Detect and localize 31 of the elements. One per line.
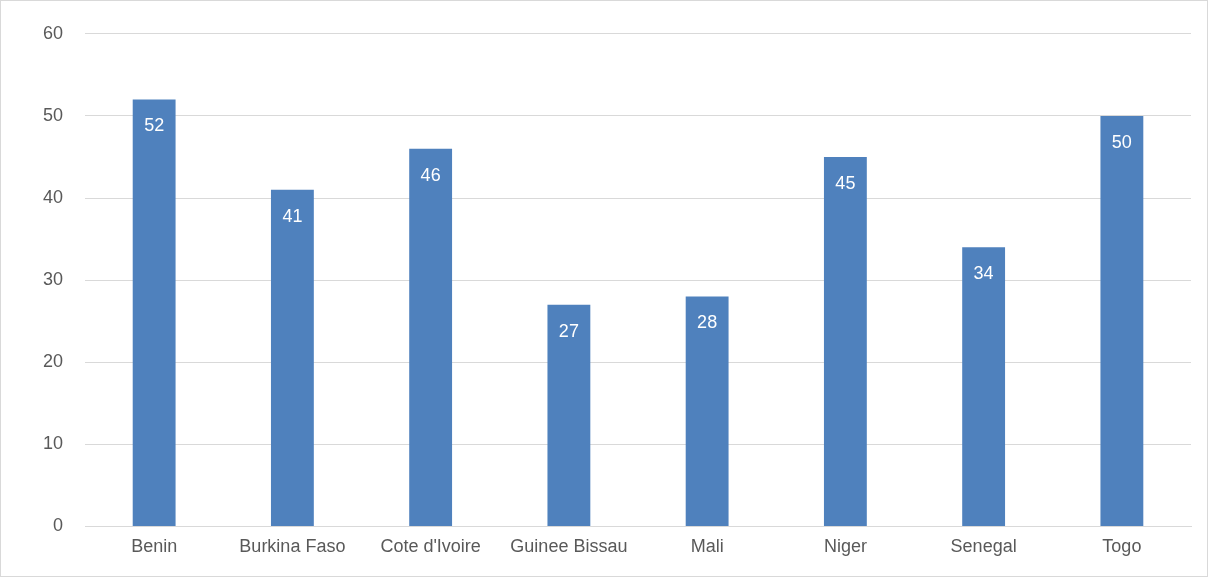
y-tick-label: 10 xyxy=(42,433,64,454)
data-label: 45 xyxy=(835,172,856,193)
bar xyxy=(409,148,453,526)
data-label: 41 xyxy=(282,205,303,226)
data-label: 46 xyxy=(420,164,441,185)
x-tick-label: Burkina Faso xyxy=(239,536,346,557)
x-tick-label: Benin xyxy=(131,536,178,557)
bar xyxy=(685,296,729,526)
bar xyxy=(270,189,314,526)
bar xyxy=(823,156,867,526)
y-tick-label: 0 xyxy=(53,515,64,536)
y-tick-label: 40 xyxy=(42,186,64,207)
y-tick-label: 30 xyxy=(42,269,64,290)
x-tick-label: Guinee Bissau xyxy=(510,536,628,557)
y-tick-label: 20 xyxy=(42,351,64,372)
x-tick-label: Cote d'Ivoire xyxy=(380,536,481,557)
x-tick-label: Mali xyxy=(690,536,724,557)
x-tick-label: Niger xyxy=(823,536,867,557)
x-tick-label: Togo xyxy=(1102,536,1142,557)
x-tick-label: Senegal xyxy=(950,536,1017,557)
data-label: 28 xyxy=(697,312,718,333)
y-tick-label: 60 xyxy=(42,22,64,43)
y-tick-label: 50 xyxy=(42,104,64,125)
data-label: 34 xyxy=(973,263,994,284)
data-label: 52 xyxy=(144,115,165,136)
bar xyxy=(1100,115,1144,526)
data-label: 27 xyxy=(558,320,579,341)
bar xyxy=(547,304,591,526)
bar xyxy=(132,99,176,526)
data-label: 50 xyxy=(1111,131,1132,152)
bar xyxy=(962,247,1006,526)
